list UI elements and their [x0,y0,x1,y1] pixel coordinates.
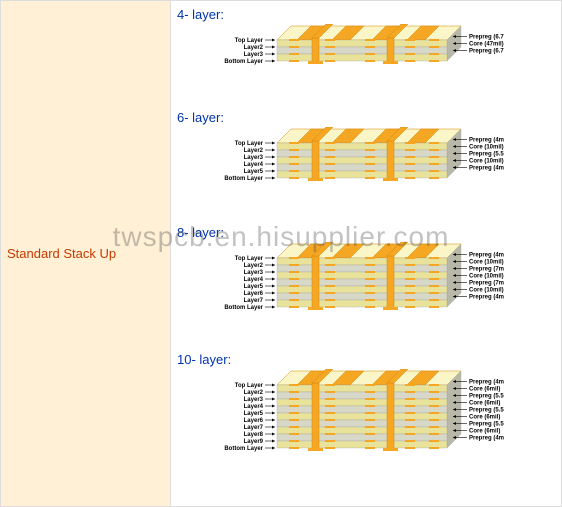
svg-text:Core (47mil): Core (47mil) [469,42,504,48]
svg-text:Prepreg (6.7: Prepreg (6.7 [469,35,504,41]
svg-text:Layer4: Layer4 [244,404,264,410]
svg-text:Layer3: Layer3 [244,52,264,58]
svg-text:Layer5: Layer5 [244,169,264,175]
section-title: 8- layer: [177,225,555,240]
svg-text:Bottom Layer: Bottom Layer [224,176,263,182]
svg-text:Layer9: Layer9 [244,439,264,445]
svg-text:Top Layer: Top Layer [235,383,264,389]
svg-text:Core (10mil): Core (10mil) [469,260,504,266]
stack-wrap: Top LayerLayer2Layer3Layer4Layer5Layer6L… [177,242,555,346]
svg-text:Layer4: Layer4 [244,162,264,168]
stack-wrap: Top LayerLayer2Layer3Layer4Layer5Layer6L… [177,369,555,485]
svg-text:Prepreg (5.5: Prepreg (5.5 [469,152,504,158]
svg-text:Core (6mil): Core (6mil) [469,415,500,421]
svg-text:Prepreg (4m: Prepreg (4m [469,380,504,386]
svg-text:Core (10mil): Core (10mil) [469,288,504,294]
svg-text:Bottom Layer: Bottom Layer [224,59,263,65]
section-title: 6- layer: [177,110,555,125]
svg-text:Layer8: Layer8 [244,432,264,438]
stack-wrap: Top LayerLayer2Layer3Layer4Layer5Bottom … [177,127,555,219]
stackup-section-1: 6- layer: Top LayerLayer2Layer3Layer4Lay… [177,110,555,219]
stack-diagram: Top LayerLayer2Layer3Layer4Layer5Layer6L… [177,242,555,346]
svg-text:Layer2: Layer2 [244,390,264,396]
svg-text:Layer7: Layer7 [244,298,264,304]
svg-text:Layer5: Layer5 [244,284,264,290]
svg-text:Layer3: Layer3 [244,270,264,276]
svg-text:Top Layer: Top Layer [235,256,264,262]
svg-text:Prepreg (5.5: Prepreg (5.5 [469,408,504,414]
svg-text:Prepreg (4m: Prepreg (4m [469,166,504,172]
svg-text:Core (10mil): Core (10mil) [469,159,504,165]
svg-text:Layer3: Layer3 [244,155,264,161]
svg-text:Prepreg (4m: Prepreg (4m [469,436,504,442]
svg-text:Core (10mil): Core (10mil) [469,145,504,151]
svg-text:Layer2: Layer2 [244,45,264,51]
sidebar-title: Standard Stack Up [7,246,116,261]
svg-text:Prepreg (7m: Prepreg (7m [469,267,504,273]
stackup-section-3: 10- layer: Top LayerLayer2Layer3Layer4La… [177,352,555,485]
content-column: 4- layer: Top LayerLayer2Layer3Bottom La… [171,1,561,506]
svg-text:Layer5: Layer5 [244,411,264,417]
svg-text:Prepreg (4m: Prepreg (4m [469,253,504,259]
svg-text:Layer6: Layer6 [244,291,264,297]
svg-text:Bottom Layer: Bottom Layer [224,446,263,452]
svg-text:Prepreg (5.5: Prepreg (5.5 [469,422,504,428]
stack-wrap: Top LayerLayer2Layer3Bottom Layer Prepreg… [177,24,555,104]
page-container: Standard Stack Up 4- layer: Top LayerLay… [0,0,562,507]
section-title: 10- layer: [177,352,555,367]
svg-text:Bottom Layer: Bottom Layer [224,305,263,311]
stack-diagram: Top LayerLayer2Layer3Layer4Layer5Bottom … [177,127,555,219]
svg-text:Layer3: Layer3 [244,397,264,403]
stackup-section-2: 8- layer: Top LayerLayer2Layer3Layer4Lay… [177,225,555,346]
svg-text:Top Layer: Top Layer [235,38,264,44]
svg-text:Layer2: Layer2 [244,263,264,269]
stack-diagram: Top LayerLayer2Layer3Layer4Layer5Layer6L… [177,369,555,485]
svg-text:Layer6: Layer6 [244,418,264,424]
svg-text:Core (6mil): Core (6mil) [469,387,500,393]
sidebar: Standard Stack Up [1,1,171,506]
svg-text:Layer2: Layer2 [244,148,264,154]
svg-text:Prepreg (4m: Prepreg (4m [469,138,504,144]
stack-diagram: Top LayerLayer2Layer3Bottom Layer Prepreg… [177,24,555,104]
svg-text:Prepreg (5.5: Prepreg (5.5 [469,394,504,400]
svg-text:Core (6mil): Core (6mil) [469,429,500,435]
section-title: 4- layer: [177,7,555,22]
svg-text:Layer7: Layer7 [244,425,264,431]
svg-text:Prepreg (7m: Prepreg (7m [469,281,504,287]
svg-text:Top Layer: Top Layer [235,141,264,147]
svg-text:Core (6mil): Core (6mil) [469,401,500,407]
svg-text:Prepreg (6.7: Prepreg (6.7 [469,49,504,55]
svg-text:Core (10mil): Core (10mil) [469,274,504,280]
svg-text:Prepreg (4m: Prepreg (4m [469,295,504,301]
stackup-section-0: 4- layer: Top LayerLayer2Layer3Bottom La… [177,7,555,104]
svg-text:Layer4: Layer4 [244,277,264,283]
